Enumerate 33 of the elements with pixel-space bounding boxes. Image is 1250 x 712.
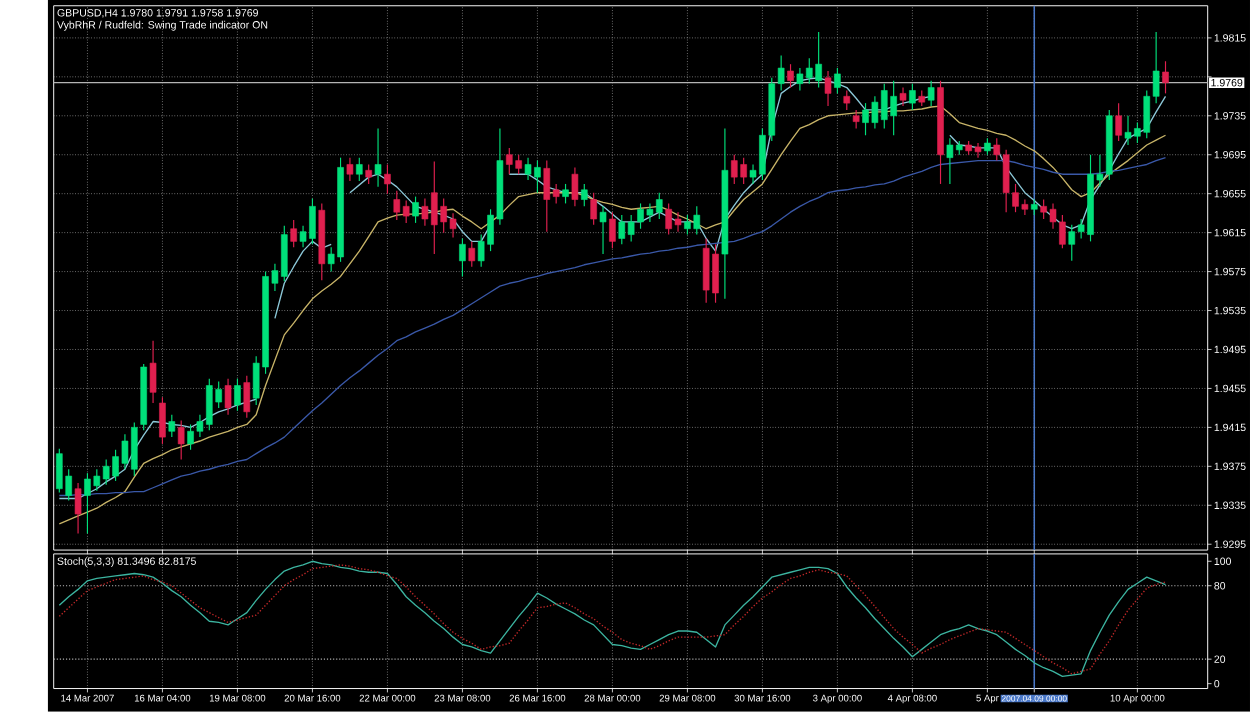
- candlestick: [927, 80, 935, 107]
- candlestick: [224, 378, 232, 416]
- candlestick: [824, 70, 832, 107]
- candlestick: [412, 196, 419, 224]
- candlestick: [468, 241, 476, 268]
- candlestick: [290, 219, 297, 249]
- candlestick: [899, 87, 907, 107]
- candlestick: [571, 167, 579, 208]
- candlestick: [1162, 60, 1169, 95]
- candlestick: [852, 109, 860, 130]
- candlestick: [562, 183, 569, 205]
- candlestick: [834, 67, 841, 95]
- candlestick: [590, 192, 597, 226]
- candlestick: [581, 183, 588, 208]
- candlestick: [365, 164, 372, 185]
- candlestick: [384, 164, 391, 195]
- candlestick: [159, 396, 166, 445]
- candlestick: [243, 375, 251, 419]
- candlestick: [346, 157, 354, 182]
- candlestick: [374, 128, 382, 188]
- candlestick: [459, 238, 466, 278]
- candlestick: [843, 90, 851, 111]
- candlestick: [1115, 102, 1122, 142]
- candlestick: [168, 414, 176, 438]
- candlestick: [234, 378, 241, 412]
- candlestick: [599, 205, 607, 255]
- candlestick: [787, 63, 794, 89]
- candlestick: [177, 420, 185, 461]
- candlestick: [609, 211, 616, 249]
- candlestick: [74, 482, 82, 535]
- candlestick: [356, 157, 363, 182]
- candlestick: [149, 340, 157, 404]
- candlestick: [909, 83, 916, 111]
